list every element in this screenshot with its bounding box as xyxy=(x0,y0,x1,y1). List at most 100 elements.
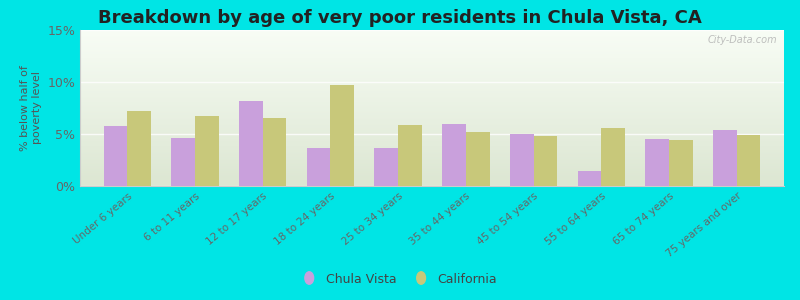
Bar xyxy=(80,102,784,103)
Bar xyxy=(80,170,784,171)
Bar xyxy=(80,92,784,93)
Bar xyxy=(80,101,784,102)
Bar xyxy=(80,87,784,88)
Bar xyxy=(80,94,784,95)
Bar xyxy=(104,126,127,186)
Bar xyxy=(80,125,784,126)
Bar xyxy=(80,70,784,71)
Bar xyxy=(80,173,784,174)
Bar xyxy=(80,69,784,70)
Bar xyxy=(80,104,784,105)
Bar xyxy=(80,62,784,63)
Bar xyxy=(80,176,784,177)
Bar xyxy=(713,130,737,186)
Bar xyxy=(80,54,784,55)
Bar xyxy=(80,123,784,124)
Bar xyxy=(80,90,784,91)
Bar xyxy=(80,163,784,164)
Bar xyxy=(80,34,784,35)
Bar xyxy=(602,128,625,186)
Bar xyxy=(80,44,784,45)
Bar xyxy=(80,113,784,114)
Bar xyxy=(80,46,784,47)
Bar xyxy=(80,124,784,125)
Bar xyxy=(80,180,784,181)
Bar xyxy=(646,139,669,186)
Bar xyxy=(80,120,784,121)
Bar xyxy=(80,51,784,52)
Bar xyxy=(80,45,784,46)
Bar xyxy=(127,111,151,186)
Bar xyxy=(80,38,784,39)
Bar xyxy=(80,127,784,128)
Bar xyxy=(80,85,784,86)
Bar xyxy=(80,156,784,157)
Bar xyxy=(80,169,784,170)
Bar xyxy=(330,85,354,186)
Bar xyxy=(80,84,784,85)
Bar xyxy=(80,167,784,168)
Bar xyxy=(80,155,784,156)
Bar xyxy=(80,106,784,107)
Bar xyxy=(80,142,784,143)
Text: City-Data.com: City-Data.com xyxy=(707,35,777,45)
Bar xyxy=(80,99,784,100)
Bar xyxy=(80,179,784,180)
Bar xyxy=(80,74,784,75)
Bar xyxy=(80,96,784,97)
Bar xyxy=(80,182,784,183)
Bar xyxy=(80,65,784,66)
Bar xyxy=(80,103,784,104)
Bar xyxy=(80,105,784,106)
Bar xyxy=(80,59,784,60)
Bar xyxy=(80,121,784,122)
Bar xyxy=(578,171,602,186)
Bar xyxy=(80,138,784,139)
Bar xyxy=(80,140,784,141)
Bar xyxy=(80,78,784,79)
Bar xyxy=(195,116,218,186)
Bar xyxy=(80,71,784,72)
Bar xyxy=(80,114,784,115)
Bar xyxy=(80,77,784,78)
Bar xyxy=(80,160,784,161)
Bar xyxy=(80,116,784,117)
Bar xyxy=(80,36,784,37)
Bar xyxy=(80,76,784,77)
Bar xyxy=(80,82,784,83)
Bar xyxy=(80,171,784,172)
Bar xyxy=(80,83,784,84)
Bar xyxy=(80,168,784,169)
Bar xyxy=(80,107,784,108)
Bar xyxy=(80,39,784,40)
Bar xyxy=(80,172,784,173)
Bar xyxy=(80,53,784,54)
Bar xyxy=(80,159,784,160)
Bar xyxy=(80,177,784,178)
Bar xyxy=(80,162,784,163)
Bar xyxy=(80,30,784,31)
Bar xyxy=(669,140,693,186)
Bar xyxy=(442,124,466,186)
Bar xyxy=(80,157,784,158)
Bar xyxy=(80,61,784,62)
Bar xyxy=(80,80,784,81)
Bar xyxy=(262,118,286,186)
Legend: Chula Vista, California: Chula Vista, California xyxy=(298,268,502,291)
Bar xyxy=(80,58,784,59)
Bar xyxy=(80,57,784,58)
Bar xyxy=(80,81,784,82)
Bar xyxy=(80,119,784,120)
Bar xyxy=(80,40,784,41)
Bar xyxy=(80,111,784,112)
Bar xyxy=(80,60,784,61)
Bar xyxy=(374,148,398,186)
Bar xyxy=(80,178,784,179)
Bar xyxy=(80,146,784,147)
Bar xyxy=(80,165,784,166)
Bar xyxy=(80,181,784,182)
Bar xyxy=(80,108,784,109)
Bar xyxy=(80,153,784,154)
Bar xyxy=(80,37,784,38)
Bar xyxy=(239,101,262,186)
